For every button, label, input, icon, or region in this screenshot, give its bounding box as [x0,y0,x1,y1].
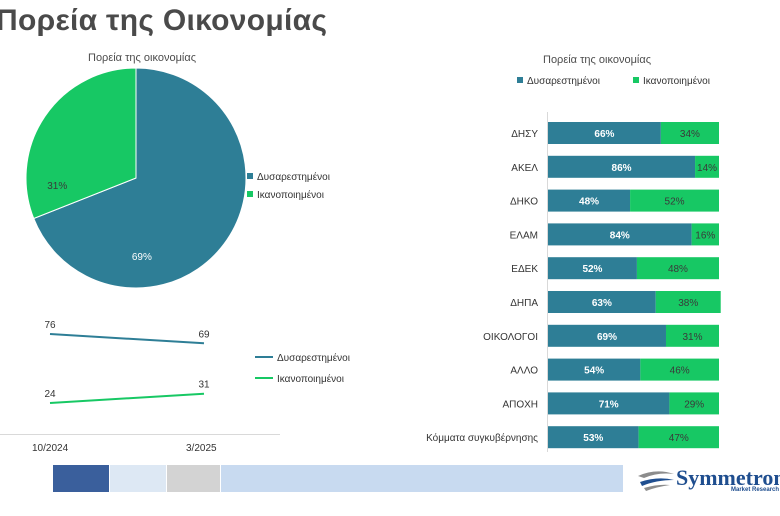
pie-legend-dissatisfied-swatch [247,173,253,179]
bar-label-6-1: 31% [682,332,702,343]
bar-chart: ΔΗΣΥ 66% 34% ΑΚΕΛ 86% 14% ΔΗΚΟ 48% 52% ΕΛΑΜ 84% 16%… [426,112,721,452]
trend-legend-dissatisfied-swatch [255,356,273,358]
logo-swoosh-icon [638,471,674,491]
logo-text: Symmetron [676,465,780,490]
bar-label-7-0: 54% [584,366,604,377]
bar-4-0 [548,257,637,280]
bar-2-1 [630,189,719,212]
pie-legend-satisfied: Ικανοποιημένοι [247,190,324,201]
bar-5-0 [548,291,656,313]
footer-block-3 [167,465,220,492]
bar-chart-title: Πορεία της οικονομίας [543,54,652,66]
bar-legend-satisfied-label: Ικανοποιημένοι [643,76,710,87]
bar-7-0 [548,358,641,381]
bar-category-label-2: ΔΗΚΟ [510,197,538,208]
bar-legend-dissatisfied-swatch [517,77,523,83]
bar-label-8-0: 71% [599,399,619,410]
trend-value-0-0: 76 [44,320,56,331]
bar-8-1 [669,392,719,415]
bar-category-label-8: ΑΠΟΧΗ [502,399,538,410]
footer-block-1 [53,465,109,492]
trend-date-start: 10/2024 [32,443,69,454]
bar-label-2-1: 52% [665,197,685,208]
bar-legend-satisfied: Ικανοποιημένοι [633,76,710,87]
bar-category-label-4: ΕΔΕΚ [511,264,538,275]
bar-5-1 [655,291,721,313]
footer-block-4 [221,465,623,492]
pie-chart-title: Πορεία της οικονομίας [88,52,197,64]
trend-legend-satisfied-swatch [255,377,273,379]
bar-label-4-0: 52% [582,264,602,275]
trend-value-1-0: 24 [44,389,56,400]
footer-block-2 [110,465,166,492]
bar-category-label-7: ΑΛΛΟ [510,366,538,377]
trend-legend-dissatisfied: Δυσαρεστημένοι [255,353,350,364]
bar-legend-dissatisfied-label: Δυσαρεστημένοι [527,76,600,87]
symmetron-logo: Symmetron Market Research [636,463,780,493]
bar-6-1 [665,324,719,347]
bar-label-1-0: 86% [612,163,632,174]
bar-8-0 [548,392,670,415]
bar-label-9-1: 47% [669,433,689,444]
logo-subtext: Market Research [731,487,780,493]
bar-2-0 [548,189,631,212]
bar-6-0 [548,324,666,347]
pie-legend-dissatisfied: Δυσαρεστημένοι [247,172,330,183]
bar-label-2-0: 48% [579,197,599,208]
pie-slice-label-0: 69% [132,252,152,263]
trend-axis-line [0,434,280,435]
trend-date-end: 3/2025 [186,443,217,454]
trend-line-1 [49,392,205,404]
bar-4-1 [636,257,719,280]
bar-label-5-1: 38% [678,298,698,309]
pie-slice-0 [33,67,247,289]
bar-label-4-1: 48% [668,264,688,275]
bar-label-7-1: 46% [670,366,690,377]
bar-label-5-0: 63% [592,298,612,309]
bar-label-3-0: 84% [610,230,630,241]
trend-legend-dissatisfied-label: Δυσαρεστημένοι [277,353,350,364]
trend-legend-satisfied-label: Ικανοποιημένοι [277,374,344,385]
bar-7-1 [640,358,719,381]
bar-label-6-0: 69% [597,332,617,343]
bar-9-1 [638,426,719,449]
bar-label-8-1: 29% [684,399,704,410]
pie-slice-label-1: 31% [47,181,67,192]
bar-category-label-1: ΑΚΕΛ [511,163,538,174]
pie-chart: 69% 31% [25,67,247,289]
bar-1-1 [695,155,719,178]
bar-9-0 [548,426,639,449]
bar-0-0 [548,122,661,144]
bar-3-1 [691,223,719,246]
trend-value-0-1: 69 [198,329,210,340]
trend-line-0 [49,333,205,345]
pie-legend-dissatisfied-label: Δυσαρεστημένοι [257,172,330,183]
bar-legend-satisfied-swatch [633,77,639,83]
trend-chart: 76 69 24 31 [44,320,210,404]
pie-legend-satisfied-swatch [247,191,253,197]
bar-label-3-1: 16% [695,230,715,241]
bar-category-label-6: ΟΙΚΟΛΟΓΟΙ [483,332,538,343]
bar-0-1 [660,122,719,144]
bar-category-label-5: ΔΗΠΑ [510,298,538,309]
bar-legend-dissatisfied: Δυσαρεστημένοι [517,76,600,87]
trend-legend-satisfied: Ικανοποιημένοι [255,374,344,385]
bar-1-0 [548,155,696,178]
bar-label-0-0: 66% [594,129,614,140]
bar-label-9-0: 53% [583,433,603,444]
bar-category-label-0: ΔΗΣΥ [511,129,538,140]
trend-value-1-1: 31 [198,380,210,391]
bar-label-0-1: 34% [680,129,700,140]
pie-slice-1 [25,67,137,220]
page-title: Πορεία της Οικονομίας [0,4,328,37]
bar-3-0 [548,223,692,246]
bar-label-1-1: 14% [697,163,717,174]
bar-category-label-3: ΕΛΑΜ [510,230,538,241]
pie-legend-satisfied-label: Ικανοποιημένοι [257,190,324,201]
bar-category-label-9: Κόμματα συγκυβέρνησης [426,432,538,444]
